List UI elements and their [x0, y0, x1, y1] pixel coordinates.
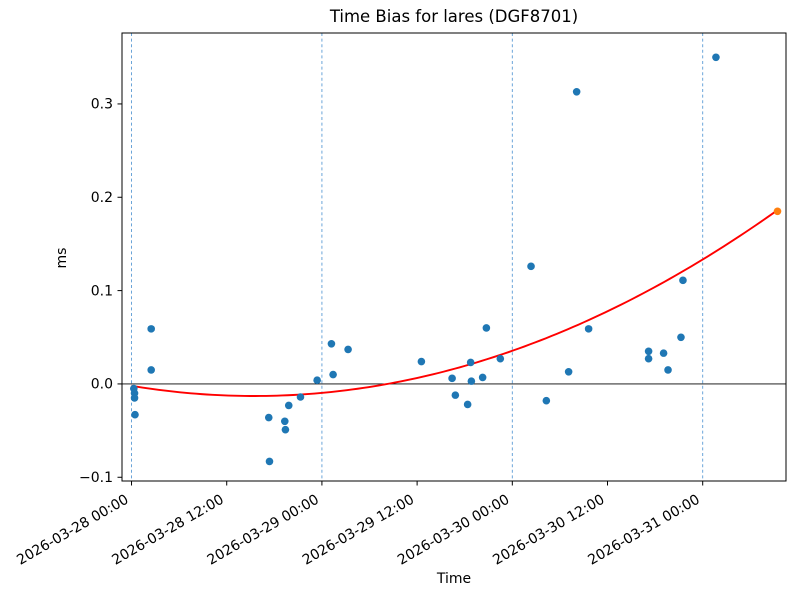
observed-time-bias-point — [296, 393, 305, 401]
observed-time-bias-point — [664, 366, 672, 374]
observed-time-bias-point — [482, 324, 491, 332]
observed-time-bias-point — [417, 357, 426, 366]
predicted-points-group — [773, 207, 782, 216]
observed-time-bias-point — [329, 370, 337, 379]
observed-time-bias-point — [147, 366, 155, 374]
observed-time-bias-point — [264, 413, 273, 422]
observed-time-bias-point — [572, 88, 581, 96]
observed-time-bias-point — [147, 325, 155, 333]
observed-time-bias-point — [644, 347, 653, 356]
y-tick-label: 0.2 — [91, 190, 113, 206]
y-tick-label: 0.1 — [91, 283, 113, 299]
observed-time-bias-point — [451, 391, 460, 399]
observed-time-bias-point — [281, 425, 290, 434]
observed-time-bias-point — [542, 396, 551, 405]
observed-time-bias-point — [284, 401, 293, 410]
observed-time-bias-point — [448, 374, 456, 383]
day-gridlines — [131, 33, 704, 481]
observed-time-bias-point — [131, 410, 139, 419]
observed-time-bias-point — [463, 400, 472, 409]
observed-time-bias-point — [265, 457, 274, 466]
observed-time-bias-point — [644, 354, 653, 363]
observed-time-bias-point — [527, 262, 535, 271]
observed-time-bias-point — [496, 354, 505, 363]
observed-time-bias-point — [130, 394, 139, 402]
plot-area — [122, 33, 786, 481]
observed-time-bias-point — [679, 276, 687, 285]
plot-border — [121, 32, 787, 482]
y-axis-ticks: −0.1 0.0 0.1 0.2 0.3 — [79, 97, 122, 486]
y-tick-label: 0.0 — [91, 377, 113, 393]
observed-time-bias-point — [467, 377, 476, 385]
fit-curve-line — [131, 209, 779, 397]
predicted-time-bias-point — [773, 207, 782, 216]
observed-time-bias-point — [280, 417, 289, 426]
observed-time-bias-point — [466, 358, 475, 367]
observed-time-bias-point — [313, 376, 321, 385]
observed-time-bias-point — [327, 340, 336, 348]
observed-time-bias-point — [677, 333, 685, 342]
observed-points-group — [130, 53, 720, 466]
y-tick-label: −0.1 — [79, 470, 113, 486]
y-tick-label: 0.3 — [91, 97, 113, 113]
chart-title: Time Bias for lares (DGF8701) — [329, 7, 578, 26]
x-axis-label: Time — [436, 571, 471, 587]
observed-time-bias-point — [712, 53, 720, 62]
observed-time-bias-point — [478, 373, 487, 382]
observed-time-bias-point — [344, 345, 352, 354]
observed-time-bias-point — [659, 349, 668, 357]
observed-time-bias-point — [564, 368, 573, 376]
y-axis-label: ms — [54, 248, 70, 269]
observed-time-bias-point — [584, 325, 593, 333]
